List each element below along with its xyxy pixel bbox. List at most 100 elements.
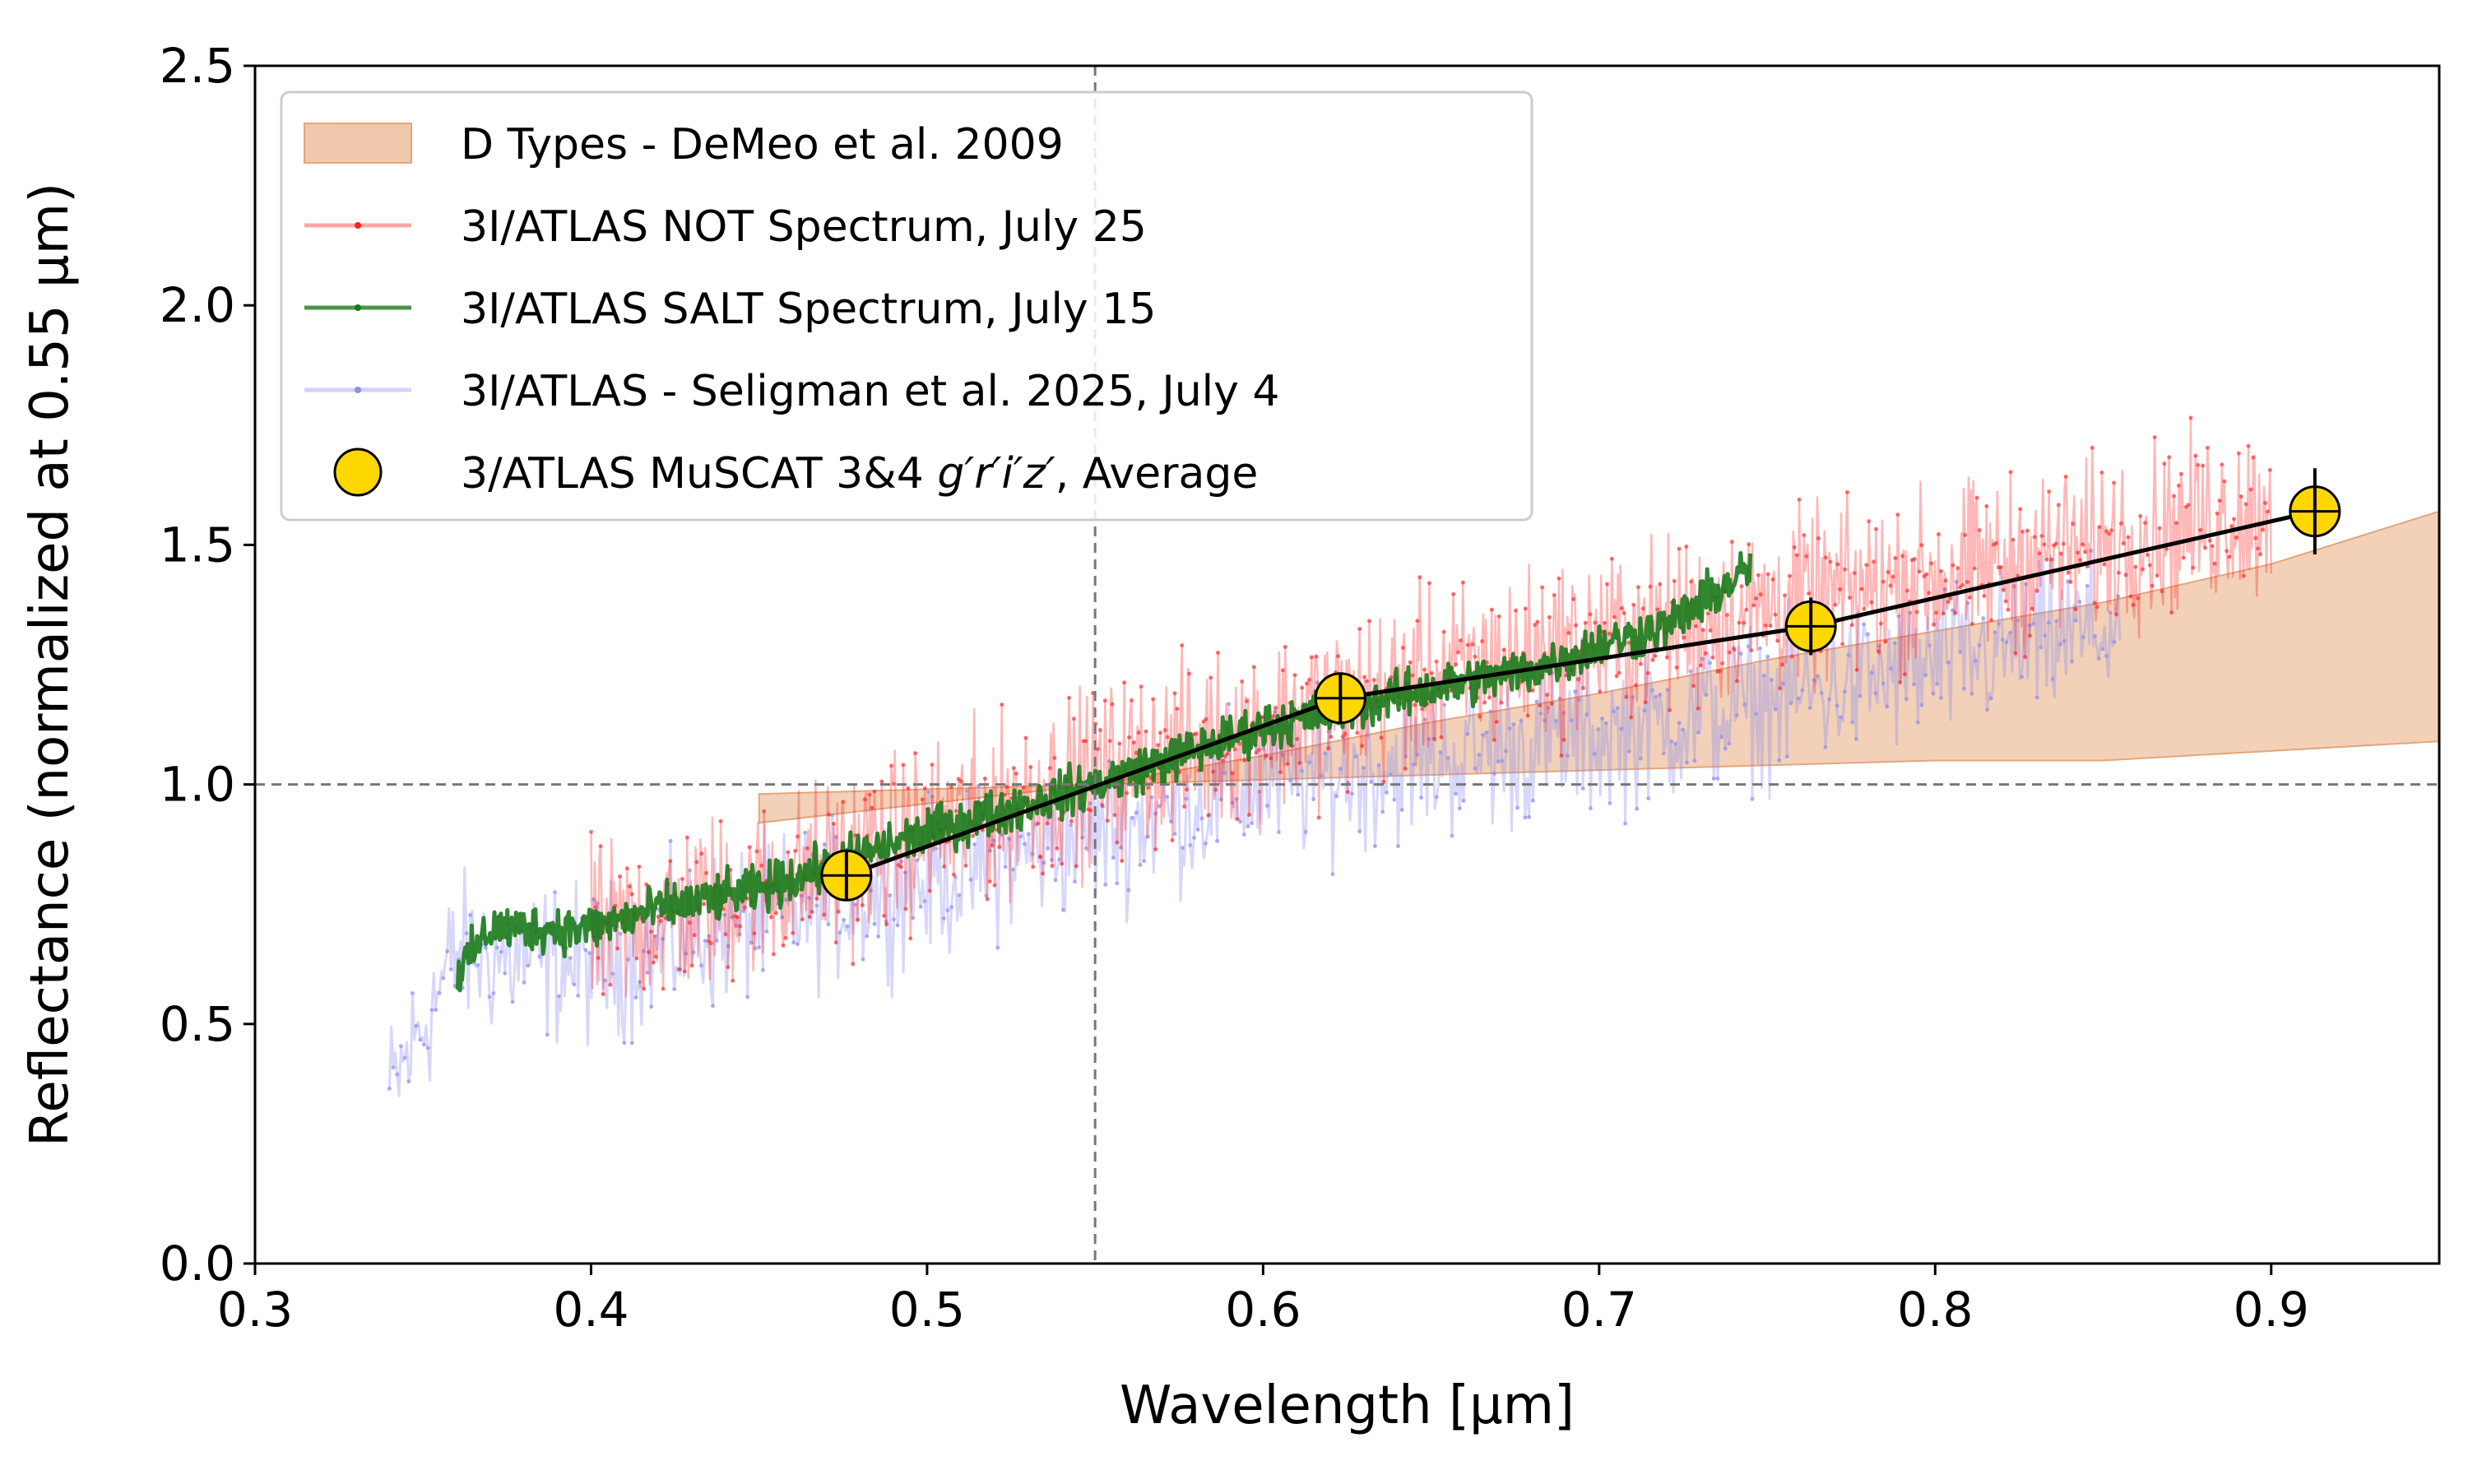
not-spectrum-point <box>2248 487 2253 492</box>
not-spectrum-point <box>1621 610 1626 615</box>
seligman-spectrum-point <box>1692 758 1697 763</box>
not-spectrum-point <box>735 915 740 920</box>
x-axis-label: Wavelength [μm] <box>1120 1375 1575 1436</box>
seligman-spectrum-point <box>1807 706 1812 711</box>
y-tick-label: 1.5 <box>160 517 235 573</box>
not-spectrum-point <box>1413 703 1417 707</box>
not-spectrum-point <box>1278 770 1283 775</box>
not-spectrum-point <box>588 829 593 834</box>
muscat-connector <box>846 509 2316 878</box>
seligman-spectrum-point <box>1681 727 1686 732</box>
not-spectrum-point <box>1984 503 1989 508</box>
not-spectrum-point <box>747 845 752 850</box>
tick-layer: 0.3 0.4 0.5 0.6 0.7 0.8 0.9 0.0 0.5 1.0 1.5 2.0 2.5 <box>160 38 2309 1338</box>
seligman-spectrum-point <box>868 888 873 893</box>
not-spectrum-point <box>1783 593 1788 598</box>
not-spectrum-point <box>658 919 663 924</box>
not-spectrum-point <box>768 915 773 920</box>
seligman-spectrum-point <box>1708 661 1713 665</box>
not-spectrum-point <box>1904 588 1909 593</box>
seligman-spectrum-point <box>902 870 907 875</box>
not-spectrum-point <box>1357 626 1362 631</box>
seligman-spectrum-point <box>926 790 931 795</box>
seligman-spectrum-point <box>425 1046 430 1050</box>
legend-item-muscat: 3/ATLAS MuSCAT 3&4 g′r′i′z′, Average <box>333 448 1258 499</box>
not-spectrum-point <box>1225 752 1230 757</box>
seligman-spectrum-point <box>468 912 473 917</box>
seligman-spectrum-point <box>1326 729 1331 734</box>
seligman-spectrum-point <box>803 830 808 835</box>
y-tick-label: 0.5 <box>160 996 235 1052</box>
not-spectrum-point <box>1768 624 1773 628</box>
muscat-point <box>1314 672 1366 725</box>
not-spectrum-point <box>2258 552 2263 557</box>
not-spectrum-point <box>1021 785 1026 790</box>
not-spectrum-point <box>1271 714 1276 719</box>
seligman-spectrum-point <box>1942 587 1947 591</box>
not-spectrum-point <box>2126 535 2131 540</box>
not-spectrum-point <box>1083 739 1088 744</box>
not-spectrum-point <box>2202 545 2207 550</box>
not-spectrum-point <box>879 779 884 784</box>
not-spectrum-point <box>781 943 786 948</box>
seligman-spectrum-point <box>795 942 800 947</box>
not-spectrum-point <box>1792 545 1797 550</box>
seligman-spectrum-point <box>1734 713 1739 718</box>
seligman-spectrum-point <box>1927 643 1932 648</box>
seligman-spectrum-point <box>1018 834 1023 839</box>
seligman-spectrum-point <box>1330 872 1335 877</box>
not-spectrum-point <box>1530 688 1535 693</box>
not-spectrum-point <box>1710 655 1715 660</box>
seligman-spectrum-point <box>1816 674 1821 679</box>
seligman-spectrum-point <box>583 948 588 953</box>
legend-label-muscat-filters: g′r′i′z′ <box>937 449 1055 499</box>
seligman-spectrum-point <box>2027 623 2032 628</box>
not-spectrum-point <box>949 785 953 790</box>
not-spectrum-point <box>2152 435 2157 440</box>
not-spectrum-point <box>742 905 747 910</box>
seligman-spectrum-point <box>522 980 527 985</box>
not-spectrum-point <box>1749 648 1754 653</box>
not-spectrum-point <box>2142 521 2147 526</box>
not-spectrum-point <box>2092 601 2097 605</box>
seligman-spectrum-point <box>1865 632 1870 637</box>
seligman-spectrum-point <box>1257 789 1262 794</box>
not-spectrum-point <box>1580 686 1585 691</box>
not-spectrum-point <box>1208 675 1213 680</box>
not-spectrum-point <box>2173 521 2178 526</box>
legend-label-salt: 3I/ATLAS SALT Spectrum, July 15 <box>461 285 1156 334</box>
not-spectrum-point <box>982 776 987 781</box>
seligman-spectrum-point <box>1819 691 1824 696</box>
seligman-spectrum-point <box>1264 804 1269 809</box>
x-tick-label: 0.7 <box>1561 1282 1637 1338</box>
seligman-spectrum-point <box>964 788 969 793</box>
not-spectrum-point <box>1240 679 1245 684</box>
seligman-spectrum-point <box>1491 771 1496 776</box>
not-spectrum-point <box>1153 847 1158 852</box>
not-spectrum-point <box>1060 861 1065 866</box>
not-spectrum-point <box>1797 497 1802 502</box>
not-spectrum-point <box>2220 462 2224 467</box>
not-spectrum-point <box>827 812 832 817</box>
seligman-spectrum-point <box>1504 749 1509 754</box>
seligman-spectrum-point <box>799 893 804 898</box>
not-spectrum-point <box>704 870 709 875</box>
not-spectrum-point <box>1552 592 1556 597</box>
seligman-spectrum-point <box>1576 698 1581 703</box>
not-spectrum-point <box>1329 735 1334 740</box>
not-spectrum-point <box>1773 612 1778 617</box>
seligman-spectrum-point <box>641 948 646 953</box>
seligman-spectrum-point <box>1296 792 1301 797</box>
not-spectrum-point <box>762 809 767 814</box>
not-spectrum-point <box>953 809 958 814</box>
not-spectrum-point <box>2047 489 2052 494</box>
not-spectrum-point <box>1136 730 1141 735</box>
not-spectrum-point <box>908 936 913 941</box>
seligman-spectrum-point <box>503 971 508 976</box>
x-tick-label: 0.3 <box>217 1282 293 1338</box>
seligman-spectrum-point <box>703 939 707 944</box>
not-spectrum-point <box>773 911 778 916</box>
not-spectrum-point <box>629 892 634 897</box>
not-spectrum-point <box>2155 573 2160 578</box>
